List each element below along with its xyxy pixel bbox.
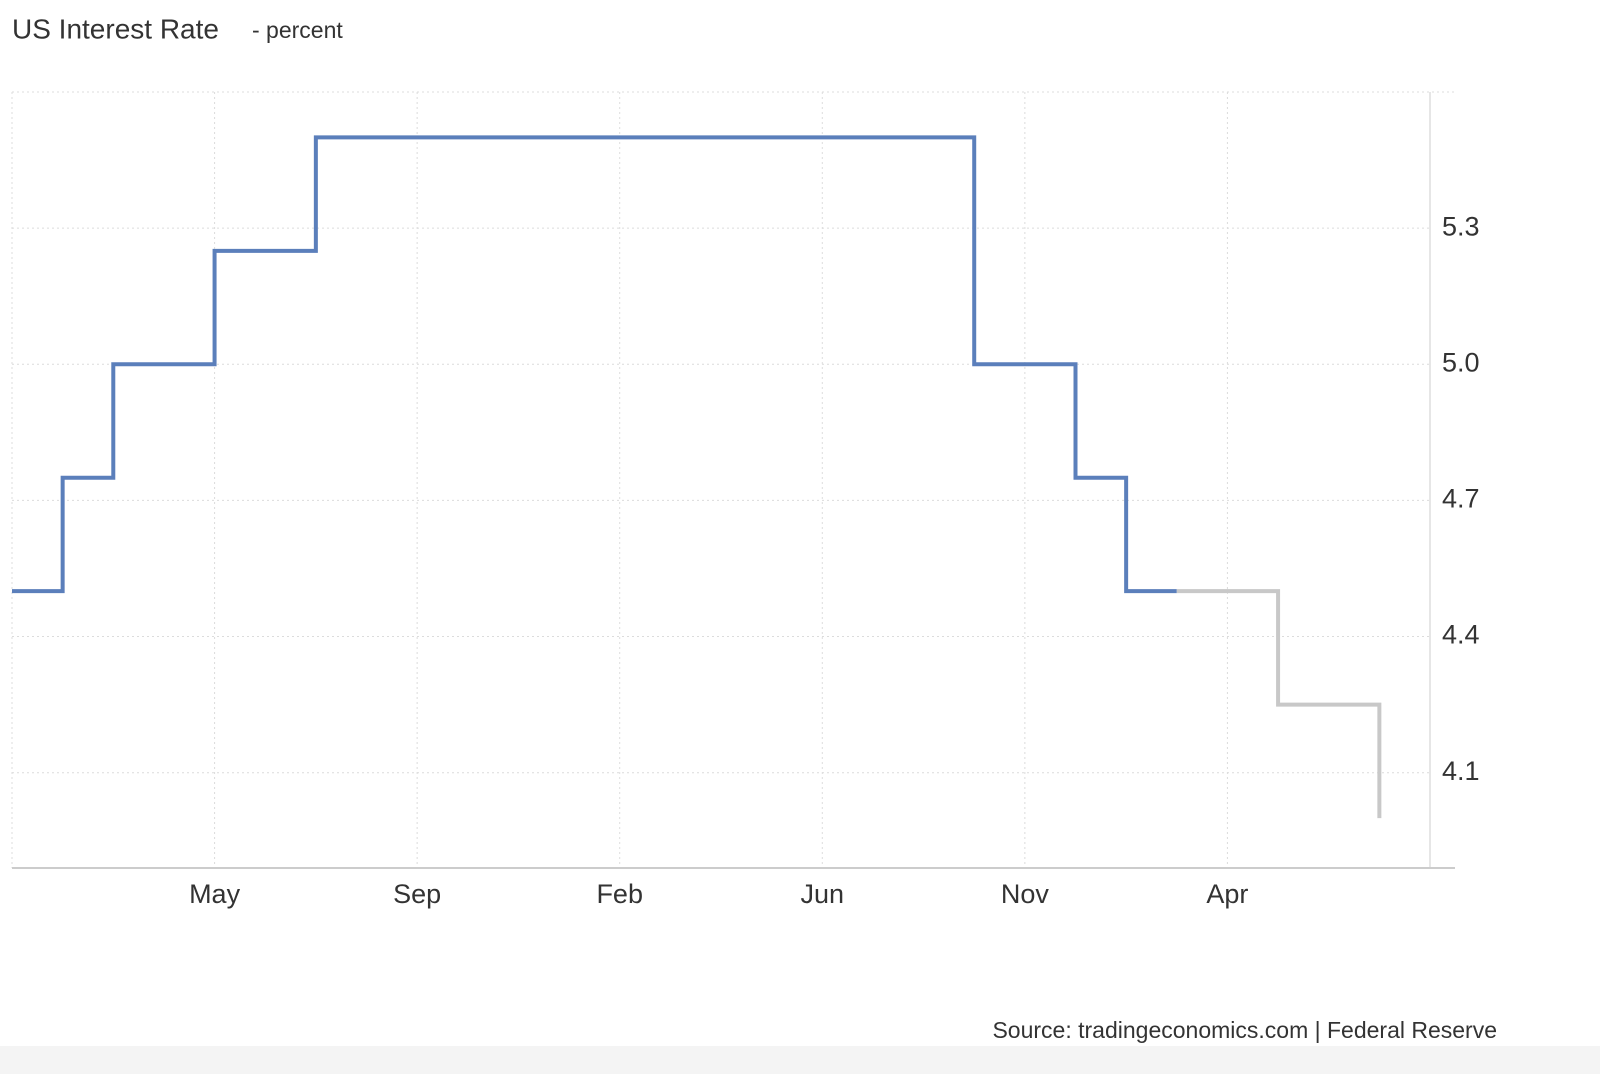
- x-tick-label: Feb: [596, 879, 643, 909]
- chart-title: US Interest Rate: [12, 13, 219, 44]
- y-tick-label: 4.4: [1442, 620, 1480, 650]
- x-tick-label: May: [189, 879, 241, 909]
- x-tick-label: Sep: [393, 879, 441, 909]
- series-line: [12, 135, 1177, 594]
- footer-band: [0, 1046, 1600, 1074]
- x-tick-label: Apr: [1206, 879, 1248, 909]
- y-tick-label: 4.1: [1442, 756, 1480, 786]
- y-tick-label: 5.0: [1442, 347, 1480, 377]
- chart-subtitle: - percent: [252, 17, 343, 43]
- x-tick-label: Jun: [801, 879, 845, 909]
- x-tick-label: Nov: [1001, 879, 1050, 909]
- series-line: [1176, 589, 1382, 819]
- y-tick-label: 4.7: [1442, 484, 1480, 514]
- source-note: Source: tradingeconomics.com | Federal R…: [992, 1017, 1497, 1043]
- y-tick-label: 5.3: [1442, 211, 1480, 241]
